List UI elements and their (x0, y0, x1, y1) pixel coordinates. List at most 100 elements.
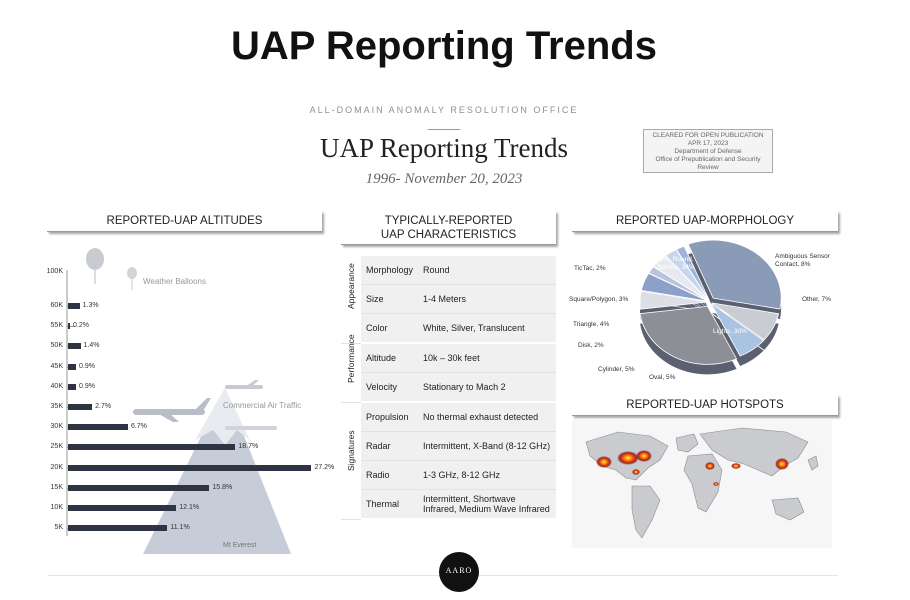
title-divider (428, 129, 460, 130)
characteristic-value: Intermittent, X-Band (8-12 GHz) (418, 431, 556, 461)
characteristic-group: Signatures (341, 402, 361, 520)
morphology-pie-chart: Orb, Round, Sphere, 34% Ambiguous Sensor… (565, 232, 845, 392)
altitude-label: 45K (50, 362, 63, 370)
altitude-value-label: 6.7% (130, 423, 147, 431)
stamp-line: Department of Defense (674, 148, 742, 155)
altitude-value-label: 1.4% (83, 342, 100, 350)
characteristic-row: Color White, Silver, Translucent (341, 313, 556, 344)
characteristic-group: Performance (341, 334, 361, 403)
altitude-bar (68, 383, 77, 390)
characteristic-label: Size (361, 284, 419, 314)
altitude-label: 25K (50, 443, 63, 451)
altitude-value-label: 15.8% (212, 483, 233, 491)
altitude-label: 5K (54, 524, 63, 532)
characteristic-row: Radio 1-3 GHz, 8-12 GHz (341, 460, 556, 490)
altitude-label: 20K (50, 463, 63, 471)
altitude-value-label: 0.2% (73, 322, 89, 330)
pie-label-ambiguous: Ambiguous Sensor Contact, 8% (775, 253, 830, 268)
pie-slice (675, 245, 710, 301)
altitude-tick (67, 326, 75, 328)
altitude-value-label: 0.9% (79, 362, 96, 370)
altitude-bar (68, 303, 80, 309)
characteristic-group-label: Signatures (346, 429, 356, 471)
altitude-label: 10K (50, 504, 63, 511)
characteristics-header: TYPICALLY-REPORTED UAP CHARACTERISTICS (341, 211, 556, 245)
airplane-icon (225, 380, 263, 389)
page-title: UAP Reporting Trends (231, 24, 657, 68)
altitude-label: 60K (50, 302, 63, 309)
airplane-icon (225, 426, 277, 430)
characteristic-label: Morphology (361, 256, 419, 285)
altitude-label: 55K (50, 322, 63, 330)
balloon-icon (86, 248, 104, 270)
pie-label-other: Other, 7% (802, 296, 831, 303)
altitude-top-label: 100K (46, 268, 63, 275)
airplane-icon (133, 398, 211, 422)
pie-label-oval: Oval, 5% (649, 374, 676, 381)
pie-label-tictac: TicTac, 2% (574, 265, 606, 272)
altitude-label: 15K (50, 483, 63, 491)
characteristic-row: Thermal Intermittent, Shortwave Infrared,… (341, 489, 556, 520)
air-traffic-label: Commercial Air Traffic (223, 401, 302, 410)
characteristic-row: Size 1-4 Meters (341, 284, 556, 314)
weather-balloons-label: Weather Balloons (143, 277, 206, 286)
altitude-label: 35K (50, 403, 63, 410)
stamp-line: APR 17, 2023 (687, 140, 729, 147)
balloon-icon (127, 267, 137, 279)
pie-slice (687, 239, 782, 310)
mountain-icon (143, 388, 291, 554)
characteristic-value: Intermittent, Shortwave Infrared, Medium… (418, 489, 556, 520)
altitude-value-label: 1.3% (82, 302, 99, 309)
characteristic-value: Round (418, 256, 556, 285)
characteristic-row: Velocity Stationary to Mach 2 (341, 372, 556, 403)
characteristic-row: Appearance Morphology Round (341, 256, 556, 344)
altitude-bar (68, 424, 128, 431)
characteristic-group-label: Appearance (346, 263, 356, 310)
mountain-snow-icon (195, 388, 250, 445)
characteristics-table: Appearance Morphology Round Size 1-4 Meters C… (341, 256, 556, 520)
altitude-chart: Weather Balloons Commercial Air Traffic … (45, 240, 335, 558)
characteristic-value: 1-3 GHz, 8-12 GHz (418, 460, 556, 490)
pie-slice (639, 305, 738, 365)
pie-label-orb: Orb, Round, Sphere, 34% (657, 256, 695, 271)
altitude-bar (68, 464, 312, 471)
poster-title: UAP Reporting Trends (319, 133, 569, 163)
characteristic-value: 1-4 Meters (418, 284, 556, 314)
altitude-bar (68, 525, 168, 532)
characteristic-label: Velocity (361, 372, 419, 403)
poster-date: 1996- November 20, 2023 (365, 171, 523, 187)
characteristics-header-line2: UAP CHARACTERISTICS (380, 229, 517, 241)
characteristic-value: 10k – 30k feet (418, 343, 556, 373)
altitude-value-label: 27.2% (314, 463, 335, 471)
altitude-value-label: 0.9% (79, 382, 96, 390)
stamp-line: CLEARED FOR OPEN PUBLICATION (652, 132, 764, 139)
aaro-logo: AARO (439, 552, 479, 592)
altitude-bar (68, 404, 93, 410)
pie-slice (640, 272, 709, 302)
office-name: ALL-DOMAIN ANOMALY RESOLUTION OFFICE (309, 105, 579, 115)
hotspot-world-map (572, 420, 832, 548)
pie-slice (639, 290, 709, 310)
altitude-label: 30K (50, 423, 63, 431)
characteristic-label: Radar (361, 431, 419, 461)
heat-spots (596, 450, 789, 486)
pie-label-triangle: Triangle, 4% (573, 321, 610, 328)
hotspots-header: REPORTED-UAP HOTSPOTS (572, 395, 838, 416)
morphology-header: REPORTED UAP-MORPHOLOGY (572, 211, 838, 232)
altitude-illustration (66, 248, 291, 554)
altitude-value-label: 12.1% (179, 504, 200, 511)
altitude-value-label: 18.7% (238, 443, 259, 451)
characteristic-label: Color (361, 313, 419, 344)
characteristic-label: Propulsion (361, 402, 419, 432)
pie-label-square: Square/Polygon, 3% (569, 296, 629, 303)
pie-slice (710, 303, 765, 357)
pie-label-cylinder: Cylinder, 5% (598, 366, 635, 373)
characteristic-value: White, Silver, Translucent (418, 313, 556, 344)
logo-text: AARO (445, 566, 473, 575)
pie-slice (652, 255, 709, 301)
everest-label: Mt Everest (223, 542, 257, 549)
characteristic-label: Radio (361, 460, 419, 490)
clearance-stamp: CLEARED FOR OPEN PUBLICATION APR 17, 202… (643, 129, 773, 173)
characteristics-header-line1: TYPICALLY-REPORTED (384, 215, 513, 227)
characteristic-value: Stationary to Mach 2 (418, 372, 556, 403)
